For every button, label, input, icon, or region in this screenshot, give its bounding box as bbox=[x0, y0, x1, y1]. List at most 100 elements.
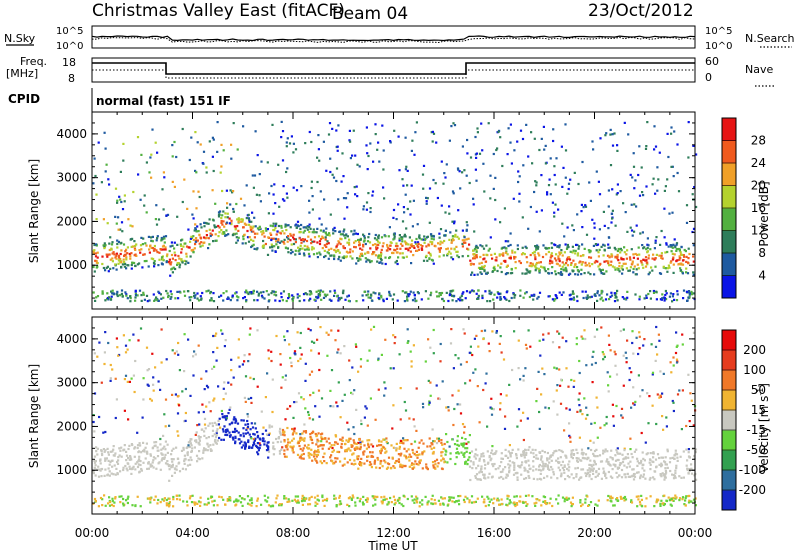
scatter-cell bbox=[336, 450, 339, 453]
scatter-cell bbox=[327, 133, 331, 136]
scatter-cell bbox=[488, 472, 491, 475]
scatter-cell bbox=[684, 504, 687, 507]
scatter-cell bbox=[248, 219, 251, 222]
scatter-cell bbox=[428, 257, 431, 261]
scatter-cell bbox=[665, 243, 668, 246]
scatter-cell bbox=[301, 438, 304, 441]
scatter-cell bbox=[463, 236, 466, 239]
scatter-cell bbox=[136, 431, 139, 434]
scatter-cell bbox=[185, 245, 189, 248]
scatter-cell bbox=[357, 455, 360, 458]
scatter-cell bbox=[323, 498, 326, 501]
scatter-cell bbox=[472, 257, 475, 260]
scatter-cell bbox=[607, 205, 610, 208]
scatter-cell bbox=[123, 194, 126, 197]
scatter-cell bbox=[509, 272, 512, 275]
scatter-cell bbox=[129, 257, 132, 260]
scatter-cell bbox=[457, 499, 460, 502]
scatter-cell bbox=[603, 224, 606, 227]
scatter-cell bbox=[581, 468, 585, 471]
scatter-cell bbox=[547, 250, 550, 254]
scatter-cell bbox=[112, 251, 115, 254]
scatter-cell bbox=[380, 447, 383, 450]
scatter-cell bbox=[639, 503, 642, 506]
scatter-cell bbox=[270, 184, 273, 188]
scatter-cell bbox=[235, 236, 238, 239]
scatter-cell bbox=[625, 267, 628, 270]
scatter-cell bbox=[547, 272, 551, 275]
scatter-cell bbox=[205, 229, 208, 233]
scatter-cell bbox=[392, 293, 396, 296]
scatter-cell bbox=[607, 243, 610, 246]
scatter-cell bbox=[628, 269, 631, 272]
scatter-cell bbox=[161, 245, 165, 248]
scatter-cell bbox=[248, 220, 251, 223]
scatter-cell bbox=[361, 248, 364, 251]
scatter-cell bbox=[236, 225, 239, 228]
scatter-cell bbox=[205, 236, 208, 239]
scatter-cell bbox=[488, 350, 491, 353]
scatter-cell bbox=[192, 217, 195, 220]
scatter-cell bbox=[640, 498, 643, 501]
scatter-cell bbox=[200, 297, 203, 300]
scatter-cell bbox=[665, 425, 668, 428]
scatter-cell bbox=[587, 504, 590, 507]
scatter-cell bbox=[230, 383, 233, 386]
scatter-cell bbox=[118, 495, 121, 498]
scatter-cell bbox=[349, 248, 352, 251]
scatter-cell bbox=[221, 214, 224, 217]
scatter-cell bbox=[661, 392, 664, 395]
scatter-cell bbox=[151, 461, 154, 464]
scatter-cell bbox=[459, 403, 462, 406]
scatter-cell bbox=[464, 461, 467, 464]
scatter-cell bbox=[149, 501, 152, 504]
scatter-cell bbox=[535, 263, 538, 266]
scatter-cell bbox=[199, 504, 202, 507]
scatter-cell bbox=[206, 449, 209, 452]
scatter-cell bbox=[560, 251, 563, 254]
scatter-cell bbox=[448, 250, 451, 253]
scatter-cell bbox=[632, 402, 635, 405]
scatter-cell bbox=[128, 252, 131, 256]
scatter-cell bbox=[213, 499, 216, 502]
scatter-cell bbox=[372, 325, 376, 328]
scatter-cell bbox=[234, 436, 237, 440]
scatter-cell bbox=[406, 207, 409, 211]
scatter-cell bbox=[378, 241, 381, 244]
scatter-cell bbox=[438, 250, 441, 253]
scatter-cell bbox=[686, 261, 690, 264]
scatter-cell bbox=[227, 233, 230, 236]
scatter-cell bbox=[385, 437, 388, 440]
scatter-cell bbox=[499, 266, 502, 269]
scatter-cell bbox=[461, 239, 464, 242]
scatter-cell bbox=[223, 381, 226, 384]
scatter-cell bbox=[114, 187, 118, 190]
scatter-cell bbox=[317, 296, 320, 299]
scatter-cell bbox=[347, 440, 350, 443]
scatter-cell bbox=[654, 345, 658, 348]
scatter-cell bbox=[550, 272, 553, 275]
scatter-cell bbox=[188, 158, 191, 162]
scatter-cell bbox=[165, 289, 168, 293]
scatter-cell bbox=[313, 240, 316, 243]
scatter-cell bbox=[584, 501, 587, 504]
scatter-cell bbox=[131, 245, 135, 248]
scatter-cell bbox=[425, 463, 428, 466]
scatter-cell bbox=[369, 210, 372, 214]
scatter-cell bbox=[672, 256, 675, 259]
scatter-cell bbox=[319, 460, 322, 463]
scatter-cell bbox=[279, 353, 282, 356]
scatter-cell bbox=[272, 441, 275, 444]
scatter-cell bbox=[256, 385, 259, 388]
scatter-cell bbox=[567, 469, 570, 472]
scatter-cell bbox=[543, 476, 546, 479]
scatter-cell bbox=[126, 348, 129, 351]
scatter-cell bbox=[666, 178, 669, 181]
scatter-cell bbox=[168, 258, 171, 261]
scatter-cell bbox=[373, 459, 377, 462]
scatter-cell bbox=[519, 294, 522, 297]
scatter-cell bbox=[526, 503, 529, 506]
scatter-cell bbox=[359, 441, 362, 444]
